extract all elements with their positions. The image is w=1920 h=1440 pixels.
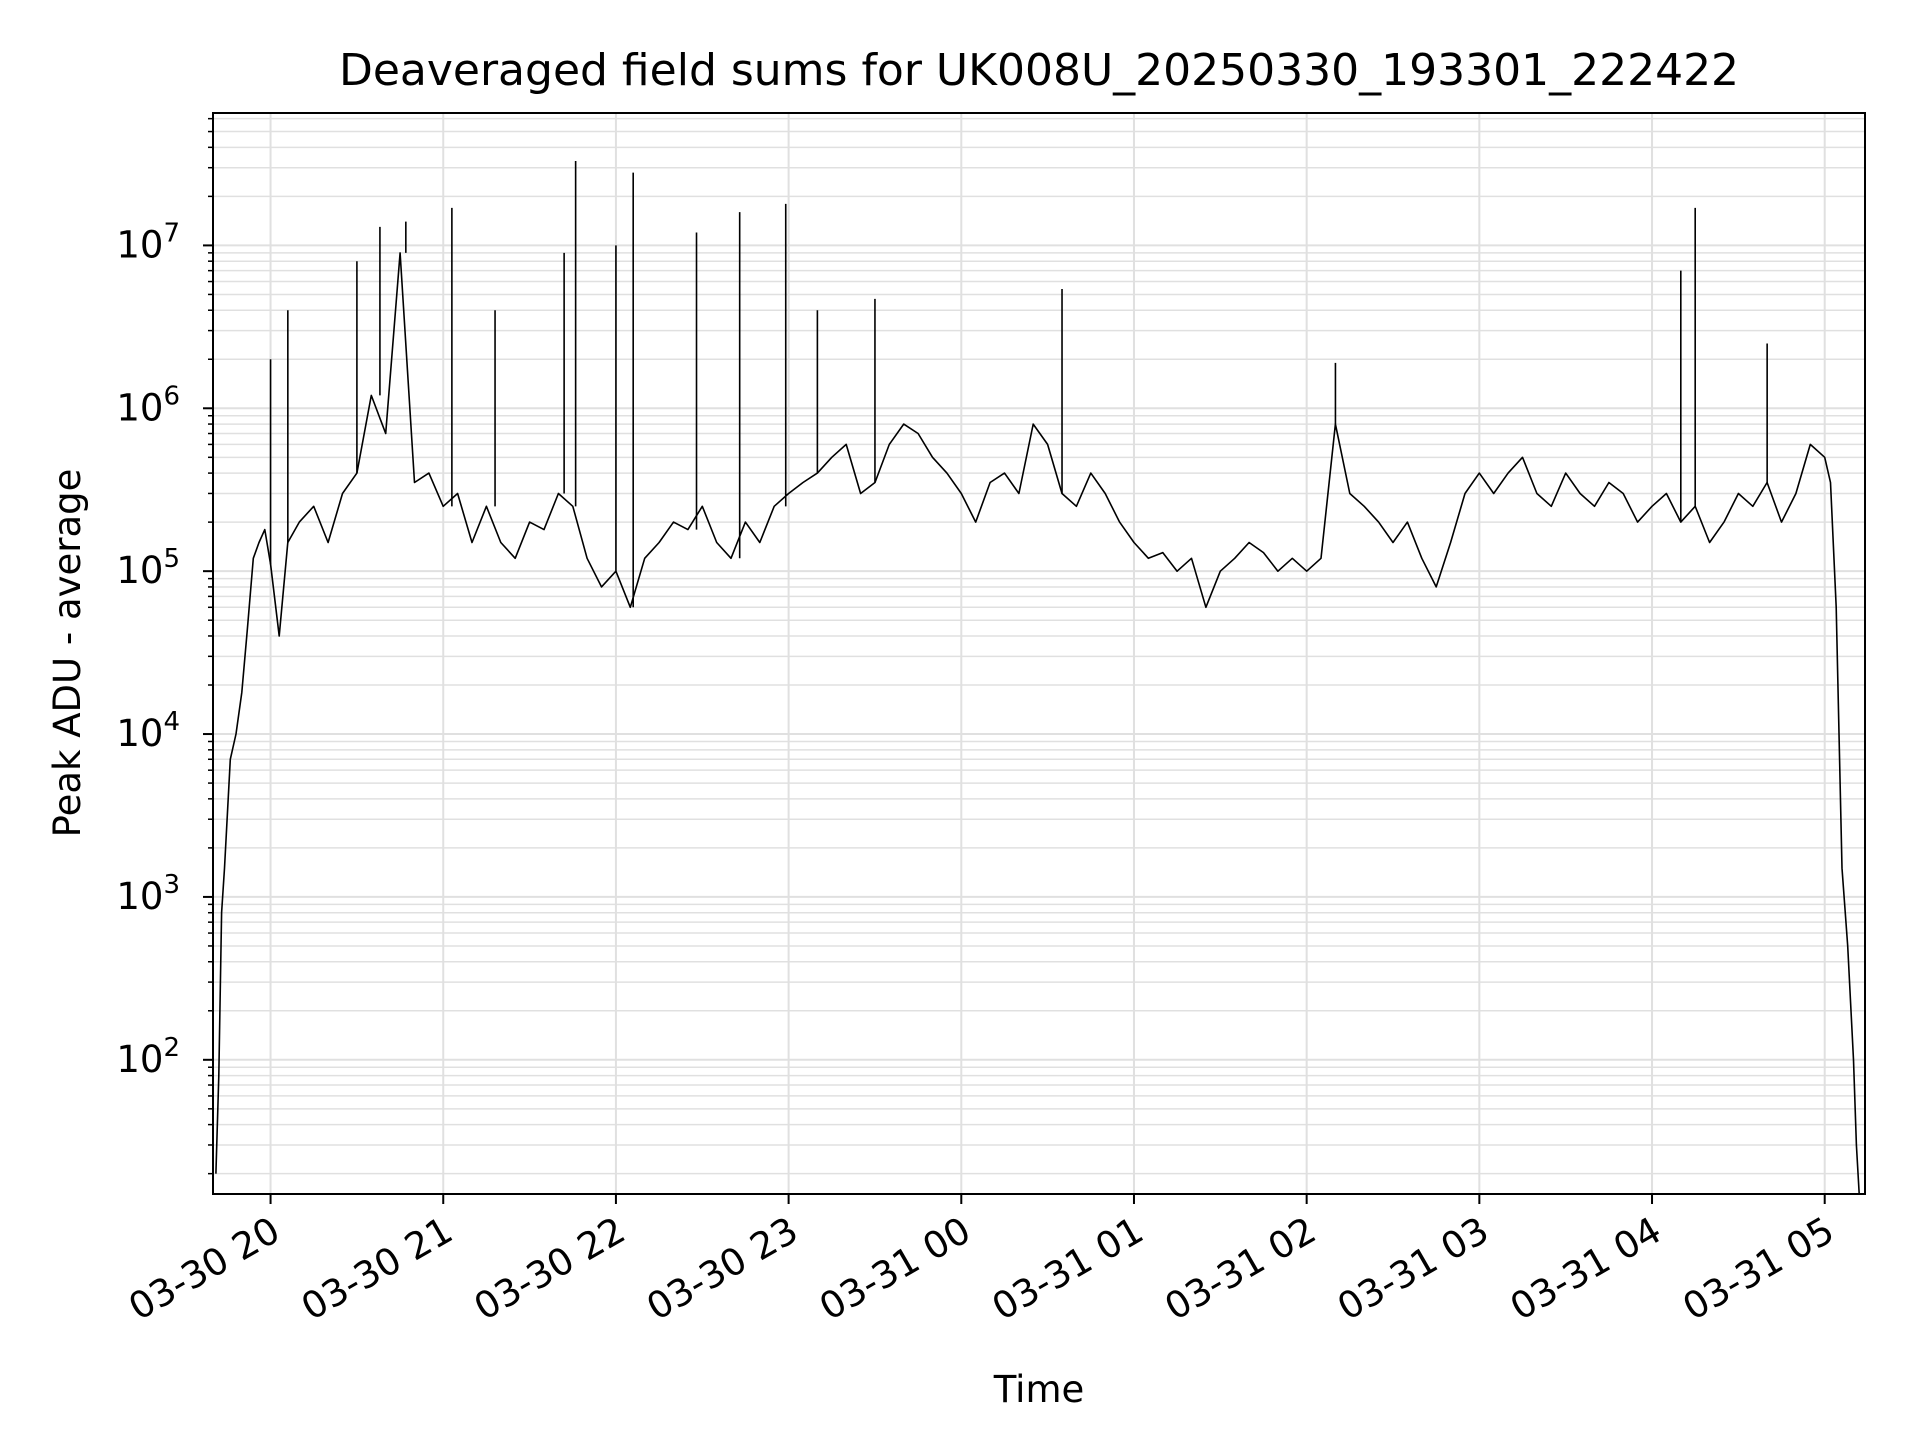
y-axis-label: Peak ADU - average: [46, 469, 89, 838]
y-tick-label: 105: [116, 544, 180, 592]
series-line: [215, 252, 1860, 1195]
y-tick-label: 106: [116, 381, 180, 429]
x-axis-label: Time: [993, 1368, 1085, 1411]
chart-title: Deaveraged field sums for UK008U_2025033…: [339, 45, 1739, 96]
series-line-group: [215, 160, 1860, 1195]
plot-frame: [212, 112, 1866, 1195]
y-tick-label: 102: [116, 1033, 180, 1081]
y-axis-ticks: 102 103 104 105 106 107: [116, 117, 213, 1175]
y-tick-label: 103: [116, 870, 180, 918]
y-tick-label: 104: [116, 707, 180, 755]
y-tick-label: 107: [116, 218, 180, 266]
grid-lines: [213, 113, 1865, 1194]
